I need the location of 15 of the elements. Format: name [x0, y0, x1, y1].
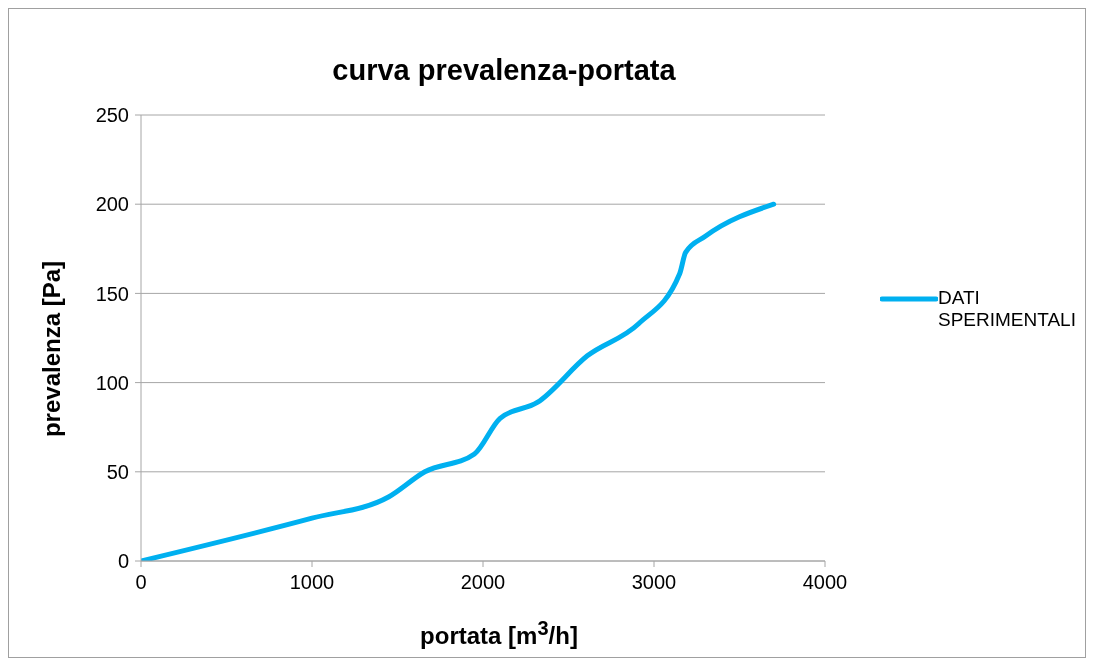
x-tick-label: 4000	[802, 571, 848, 594]
x-tick-label: 3000	[631, 571, 677, 594]
y-axis-title: prevalenza [Pa]	[38, 260, 66, 438]
x-axis-title: portata [m$^{3}$/h]	[419, 617, 579, 650]
y-tick-label: 200	[95, 193, 129, 216]
y-tick-label: 250	[95, 104, 129, 127]
y-tick-label: 50	[106, 460, 129, 483]
chart-title: curva prevalenza-portata	[331, 54, 677, 87]
y-tick-label: 0	[117, 550, 129, 573]
x-tick-label: 2000	[460, 571, 506, 594]
y-tick-label: 150	[95, 282, 129, 305]
y-tick-label: 100	[95, 371, 129, 394]
x-tick-label: 0	[135, 571, 147, 594]
x-tick-label: 1000	[289, 571, 335, 594]
legend-label: DATI SPERIMENTALI	[938, 287, 1076, 331]
